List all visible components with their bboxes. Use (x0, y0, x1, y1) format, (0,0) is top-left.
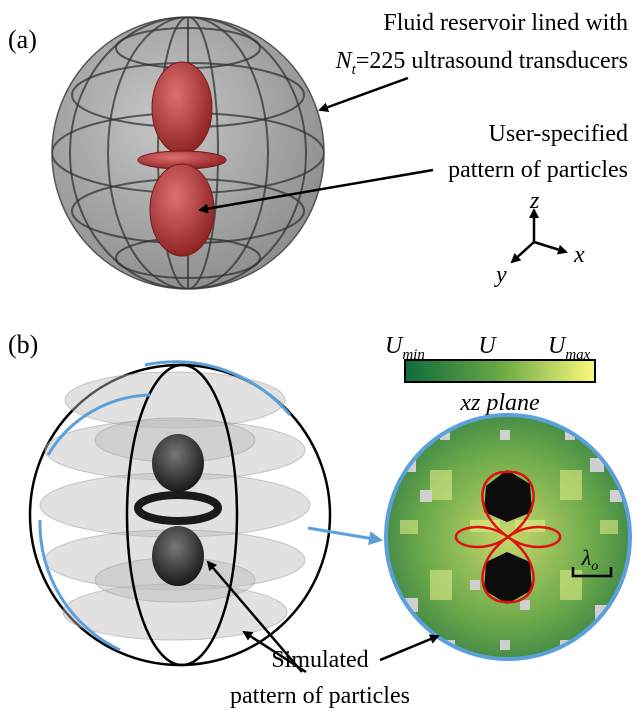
wavelength-label: λo (581, 545, 599, 574)
simulated-label-line1: Simulated (271, 647, 368, 673)
sim-arrow-left-1 (206, 560, 303, 673)
colorbar-min-label: Umin (385, 333, 425, 363)
simulated-particles-3d (134, 434, 222, 586)
simulated-label-line2: pattern of particles (230, 683, 410, 709)
nt-subscript: t (352, 62, 357, 78)
colorbar-mid-label: U (478, 333, 497, 359)
slice-border (384, 413, 632, 661)
panel-a: (a) Fluid reservoir lined with (8, 10, 628, 290)
user-pattern-label-line2: pattern of particles (448, 157, 628, 183)
slice-field-pattern (400, 430, 622, 650)
wavelength-scale-bar: λo (571, 545, 613, 578)
axis-y-label: y (494, 262, 507, 288)
reservoir-arrow (318, 76, 409, 112)
simulated-structure (39, 371, 311, 641)
xz-slice: λo (384, 413, 632, 661)
slice-plane-outline (38, 519, 121, 652)
slice-particle-top (484, 470, 532, 522)
slice-particle-bottom (484, 552, 532, 604)
nt-symbol: N (335, 48, 354, 74)
axis-triad (510, 208, 568, 264)
reservoir-label-line2: Nt=225 ultrasound transducers (335, 48, 628, 78)
panel-b-label: (b) (8, 330, 38, 359)
user-pattern-arrow (198, 168, 434, 214)
user-pattern-label-line1: User-specified (489, 121, 628, 147)
plane-label: xz plane (459, 390, 540, 416)
axis-z-label: z (529, 188, 540, 214)
reservoir-label-line1: Fluid reservoir lined with (383, 10, 628, 36)
target-pattern (137, 61, 227, 257)
simulated-sphere (28, 360, 332, 667)
sim-arrow-left-2 (242, 630, 307, 674)
sim-arrow-right (379, 634, 440, 662)
colorbar: Umin U Umax xz plane (385, 333, 596, 416)
target-contour (454, 470, 562, 604)
colorbar-gradient (404, 359, 596, 383)
panel-a-label: (a) (8, 25, 37, 54)
colorbar-max-label: Umax (548, 333, 591, 363)
panel-b: (b) Umi (8, 330, 632, 709)
simulated-meridian (125, 363, 239, 667)
axis-x-label: x (573, 242, 585, 268)
nt-rest: =225 ultrasound transducers (356, 48, 628, 74)
slice-pointer-arrow (307, 526, 383, 546)
